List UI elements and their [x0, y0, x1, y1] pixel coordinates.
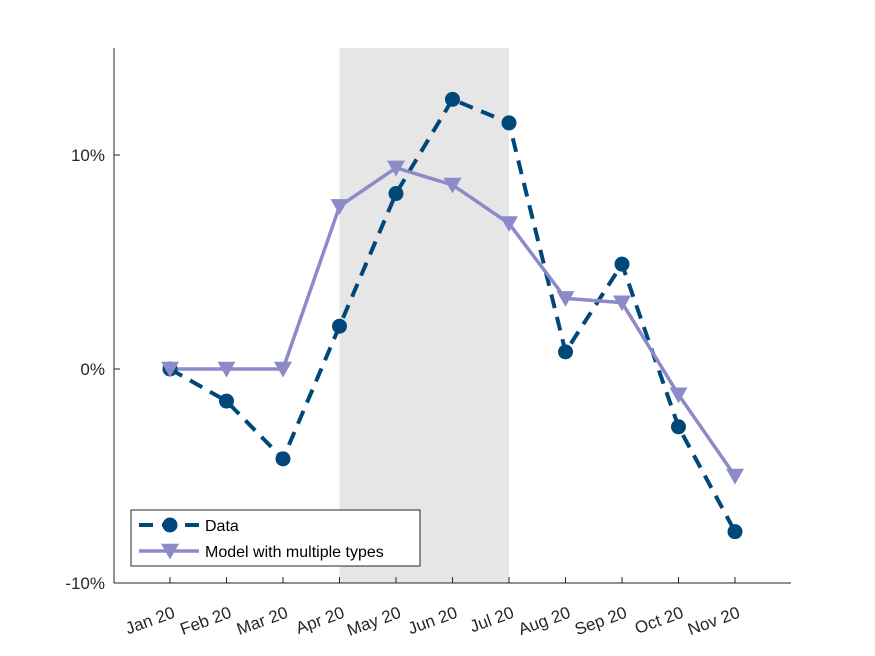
- model-point: [556, 291, 575, 307]
- model-point: [161, 361, 179, 378]
- model-point: [669, 387, 688, 404]
- x-tick-label: Feb 20: [178, 603, 234, 639]
- x-tick-label: Jun 20: [405, 603, 459, 638]
- legend-marker: [161, 543, 179, 560]
- model-point: [217, 361, 236, 378]
- x-tick-label: Jan 20: [123, 603, 177, 638]
- model-point: [613, 295, 631, 312]
- data-point: [388, 186, 404, 202]
- model-point: [726, 468, 744, 485]
- legend-label: Model with multiple types: [205, 544, 384, 561]
- data-point: [671, 419, 686, 435]
- series-line: [169, 97, 737, 533]
- data-point: [445, 91, 460, 107]
- y-tick-label: -10%: [65, 574, 105, 593]
- model-point: [330, 199, 349, 215]
- model-point: [500, 216, 518, 233]
- x-tick-label: Jul 20: [467, 603, 516, 636]
- data-point: [501, 115, 517, 131]
- data-point: [332, 318, 347, 334]
- legend-box: [130, 509, 421, 567]
- shaded-period: [339, 48, 509, 583]
- legend: Data Model with multiple types: [130, 509, 421, 567]
- x-tick-label: May 20: [344, 603, 403, 640]
- data-point: [275, 451, 291, 467]
- model-point: [274, 361, 292, 378]
- data-point: [614, 256, 630, 272]
- model-point: [443, 177, 462, 194]
- y-tick-label: 10%: [71, 146, 105, 165]
- series-layer: [161, 91, 744, 540]
- model-point: [387, 160, 405, 177]
- x-tick-label: Sep 20: [572, 603, 629, 639]
- x-tick-label: Apr 20: [293, 603, 347, 638]
- data-point: [727, 524, 743, 540]
- legend-marker: [162, 517, 178, 533]
- y-tick-label: 0%: [80, 360, 105, 379]
- data-point: [558, 344, 573, 360]
- x-tick-label: Nov 20: [685, 603, 742, 639]
- x-tick-label: Oct 20: [632, 603, 686, 638]
- data-point: [219, 393, 234, 409]
- x-tick-label: Mar 20: [234, 603, 290, 639]
- legend-label: Data: [205, 518, 239, 535]
- x-tick-label: Aug 20: [516, 603, 573, 639]
